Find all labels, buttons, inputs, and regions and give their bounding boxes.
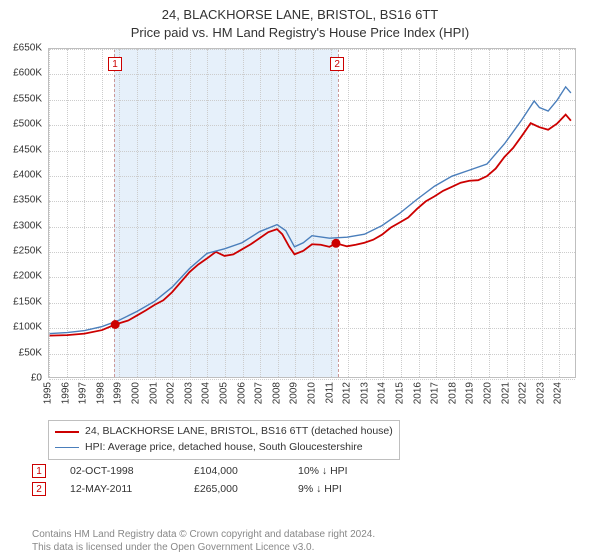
sale-date: 02-OCT-1998 xyxy=(70,465,170,477)
x-tick-label: 2018 xyxy=(447,382,458,404)
x-tick-label: 2015 xyxy=(395,382,406,404)
sale-dot xyxy=(331,239,340,248)
y-tick-label: £450K xyxy=(13,144,42,155)
legend: 24, BLACKHORSE LANE, BRISTOL, BS16 6TT (… xyxy=(48,420,400,460)
y-axis: £0£50K£100K£150K£200K£250K£300K£350K£400… xyxy=(0,48,46,378)
sale-delta: 9% ↓ HPI xyxy=(298,483,342,495)
series-line xyxy=(50,87,571,334)
sale-marker-icon: 2 xyxy=(32,482,46,496)
legend-label: 24, BLACKHORSE LANE, BRISTOL, BS16 6TT (… xyxy=(85,424,393,440)
sale-delta: 10% ↓ HPI xyxy=(298,465,348,477)
x-tick-label: 2013 xyxy=(359,382,370,404)
x-tick-label: 2012 xyxy=(342,382,353,404)
y-tick-label: £0 xyxy=(31,373,42,384)
x-tick-label: 2011 xyxy=(324,382,335,404)
x-tick-label: 2016 xyxy=(412,382,423,404)
x-tick-label: 2022 xyxy=(518,382,529,404)
y-tick-label: £650K xyxy=(13,43,42,54)
y-tick-label: £100K xyxy=(13,322,42,333)
y-tick-label: £50K xyxy=(19,347,42,358)
sales-table: 1 02-OCT-1998 £104,000 10% ↓ HPI 2 12-MAY-201… xyxy=(32,464,572,500)
line-layer xyxy=(49,49,575,377)
sale-index-box: 2 xyxy=(330,57,344,71)
legend-row: HPI: Average price, detached house, Sout… xyxy=(55,440,393,456)
title-line-2: Price paid vs. HM Land Registry's House … xyxy=(0,24,600,42)
x-tick-label: 2000 xyxy=(131,382,142,404)
sale-date: 12-MAY-2011 xyxy=(70,483,170,495)
x-tick-label: 2010 xyxy=(307,382,318,404)
x-tick-label: 2023 xyxy=(535,382,546,404)
x-tick-label: 2014 xyxy=(377,382,388,404)
legend-swatch xyxy=(55,431,79,433)
x-tick-label: 2020 xyxy=(483,382,494,404)
sale-index-box: 1 xyxy=(108,57,122,71)
title-line-1: 24, BLACKHORSE LANE, BRISTOL, BS16 6TT xyxy=(0,6,600,24)
y-tick-label: £400K xyxy=(13,169,42,180)
legend-row: 24, BLACKHORSE LANE, BRISTOL, BS16 6TT (… xyxy=(55,424,393,440)
footnote-line-2: This data is licensed under the Open Gov… xyxy=(32,541,580,554)
sale-dot xyxy=(111,320,120,329)
x-tick-label: 2021 xyxy=(500,382,511,404)
y-tick-label: £250K xyxy=(13,246,42,257)
y-tick-label: £200K xyxy=(13,271,42,282)
plot-area: 12 xyxy=(48,48,576,378)
chart-container: 24, BLACKHORSE LANE, BRISTOL, BS16 6TT P… xyxy=(0,0,600,560)
x-tick-label: 2007 xyxy=(254,382,265,404)
y-tick-label: £550K xyxy=(13,93,42,104)
y-tick-label: £600K xyxy=(13,68,42,79)
x-tick-label: 2019 xyxy=(465,382,476,404)
x-tick-label: 2002 xyxy=(166,382,177,404)
x-tick-label: 1998 xyxy=(95,382,106,404)
x-tick-label: 2003 xyxy=(183,382,194,404)
sales-row: 2 12-MAY-2011 £265,000 9% ↓ HPI xyxy=(32,482,572,496)
x-tick-label: 2001 xyxy=(148,382,159,404)
x-tick-label: 2009 xyxy=(289,382,300,404)
x-tick-label: 2006 xyxy=(236,382,247,404)
x-tick-label: 2004 xyxy=(201,382,212,404)
series-line xyxy=(50,115,571,336)
sale-price: £104,000 xyxy=(194,465,274,477)
y-tick-label: £350K xyxy=(13,195,42,206)
chart-title: 24, BLACKHORSE LANE, BRISTOL, BS16 6TT P… xyxy=(0,0,600,42)
sales-row: 1 02-OCT-1998 £104,000 10% ↓ HPI xyxy=(32,464,572,478)
sale-marker-icon: 1 xyxy=(32,464,46,478)
y-tick-label: £500K xyxy=(13,119,42,130)
x-tick-label: 2005 xyxy=(219,382,230,404)
footnote: Contains HM Land Registry data © Crown c… xyxy=(32,528,580,554)
footnote-line-1: Contains HM Land Registry data © Crown c… xyxy=(32,528,580,541)
y-tick-label: £150K xyxy=(13,296,42,307)
x-tick-label: 1995 xyxy=(43,382,54,404)
x-tick-label: 1999 xyxy=(113,382,124,404)
x-tick-label: 2024 xyxy=(553,382,564,404)
sale-price: £265,000 xyxy=(194,483,274,495)
y-tick-label: £300K xyxy=(13,220,42,231)
gridline-h xyxy=(49,379,575,380)
legend-label: HPI: Average price, detached house, Sout… xyxy=(85,440,363,456)
x-tick-label: 2017 xyxy=(430,382,441,404)
x-tick-label: 2008 xyxy=(271,382,282,404)
x-tick-label: 1996 xyxy=(60,382,71,404)
x-tick-label: 1997 xyxy=(78,382,89,404)
legend-swatch xyxy=(55,447,79,448)
